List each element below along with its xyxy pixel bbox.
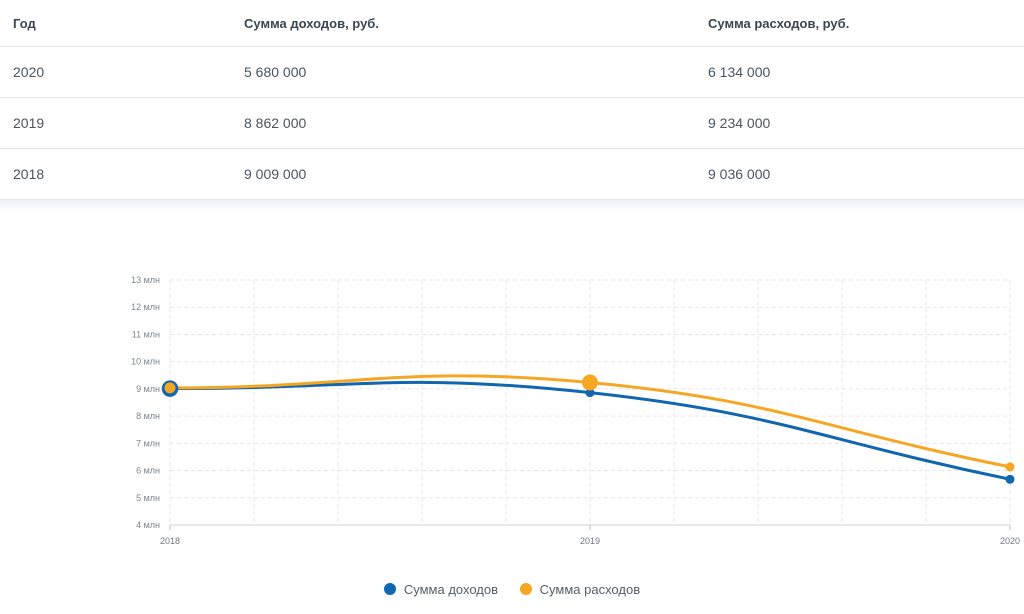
header-expense[interactable]: Сумма расходов, руб. [695,0,1024,47]
cell-expense: 9 234 000 [695,97,1024,149]
y-tick-label: 8 млн [136,411,160,421]
y-tick-label: 5 млн [136,493,160,503]
cell-expense: 6 134 000 [695,46,1024,98]
x-tick-label: 2018 [160,536,180,546]
data-table-container: Год Сумма доходов, руб. Сумма расходов, … [0,0,1024,200]
cell-income: 9 009 000 [231,148,695,200]
table-header-row: Год Сумма доходов, руб. Сумма расходов, … [0,0,1024,47]
y-tick-label: 9 млн [136,384,160,394]
header-income[interactable]: Сумма доходов, руб. [231,0,695,47]
income-expense-table: Год Сумма доходов, руб. Сумма расходов, … [0,0,1024,200]
line-chart: 4 млн 5 млн 6 млн 7 млн 8 млн 9 млн 10 млн 11 м… [131,275,1020,546]
legend-label-expense: Сумма расходов [539,582,641,597]
y-tick-label: 10 млн [131,357,160,367]
legend-marker-expense [519,583,532,595]
chart-legend: Сумма доходов Сумма расходов [0,582,1024,597]
y-tick-label: 7 млн [136,438,160,448]
x-tick-label: 2019 [580,536,600,546]
table-row: 2019 8 862 000 9 234 000 [0,97,1024,149]
legend-item-income[interactable]: Сумма доходов [383,582,499,597]
x-tick-label: 2020 [1000,536,1020,546]
table-divider-shadow [0,200,1024,212]
data-point-expense[interactable] [1005,462,1015,472]
cell-expense: 9 036 000 [695,148,1024,200]
data-point-highlight [164,382,176,394]
cell-income: 8 862 000 [231,97,695,149]
data-point-income[interactable] [1005,474,1015,484]
cell-income: 5 680 000 [231,46,695,98]
cell-year: 2018 [0,148,231,200]
y-tick-label: 11 млн [132,329,160,339]
legend-label-income: Сумма доходов [403,582,499,597]
y-tick-label: 12 млн [131,302,160,312]
y-tick-label: 13 млн [131,275,160,285]
data-point-income[interactable] [585,388,595,398]
cell-year: 2019 [0,97,231,149]
table-row: 2020 5 680 000 6 134 000 [0,46,1024,98]
header-year[interactable]: Год [0,0,231,47]
chart-container: 4 млн 5 млн 6 млн 7 млн 8 млн 9 млн 10 млн 11 м… [0,212,1024,609]
data-point-expense[interactable] [582,374,598,391]
cell-year: 2020 [0,46,231,98]
y-tick-label: 6 млн [136,466,160,476]
table-row: 2018 9 009 000 9 036 000 [0,148,1024,200]
y-tick-label: 4 млн [136,520,160,530]
legend-marker-income [383,583,396,595]
legend-item-expense[interactable]: Сумма расходов [519,582,641,597]
